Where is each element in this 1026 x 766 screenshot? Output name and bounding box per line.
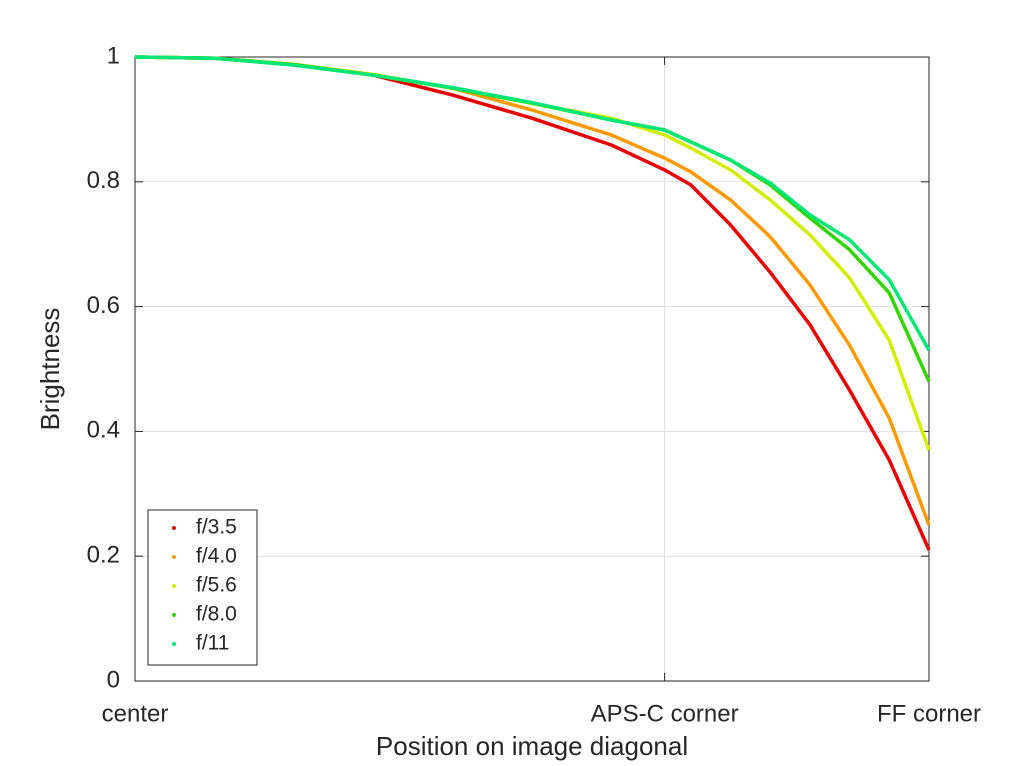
legend-label: f/4.0 bbox=[196, 545, 237, 568]
legend-box bbox=[147, 509, 258, 666]
y-axis-label: Brightness bbox=[35, 308, 65, 431]
legend-marker bbox=[172, 642, 176, 646]
y-tick-label: 0.8 bbox=[87, 167, 120, 194]
legend-marker bbox=[172, 555, 176, 559]
legend-label: f/11 bbox=[196, 632, 229, 655]
legend-label: f/5.6 bbox=[196, 574, 237, 597]
x-tick-label: APS-C corner bbox=[591, 700, 739, 727]
y-tick-label: 0.4 bbox=[87, 417, 120, 444]
y-tick-label: 0.6 bbox=[87, 292, 120, 319]
plot-frame bbox=[134, 56, 930, 682]
legend-label: f/3.5 bbox=[196, 516, 237, 539]
y-tick-label: 0 bbox=[107, 666, 120, 693]
y-tick-label: 0.2 bbox=[87, 542, 120, 569]
legend-marker bbox=[172, 584, 176, 588]
legend-marker bbox=[172, 613, 176, 617]
legend-label: f/8.0 bbox=[196, 603, 237, 626]
legend-marker bbox=[172, 526, 176, 530]
x-tick-label: FF corner bbox=[877, 700, 981, 727]
legend: f/3.5 f/4.0 f/5.6 f/8.0 f/11 bbox=[147, 509, 258, 666]
series-line bbox=[134, 55, 931, 352]
x-tick-label: center bbox=[102, 700, 169, 727]
x-axis-label: Position on image diagonal bbox=[376, 731, 688, 761]
y-tick-label: 1 bbox=[107, 42, 120, 69]
